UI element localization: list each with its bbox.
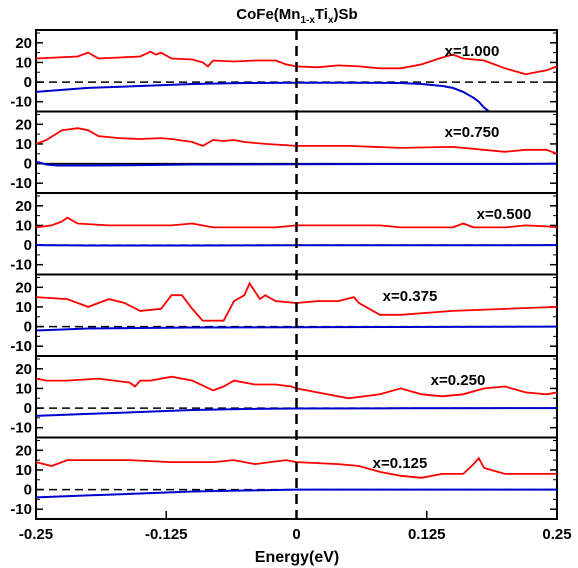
y-tick-label: -10 bbox=[10, 501, 32, 518]
red-series-line bbox=[36, 281, 557, 322]
title-end: )Sb bbox=[334, 6, 358, 23]
panel-1: -10 0 10 20 x=1.000 bbox=[10, 29, 558, 113]
y-tick-label: 0 bbox=[24, 482, 32, 499]
panel-label: x=0.750 bbox=[445, 124, 500, 141]
y-tick-label: 10 bbox=[15, 299, 32, 316]
title-main: CoFe(Mn bbox=[236, 6, 300, 23]
x-tick-label: 0.125 bbox=[408, 526, 446, 543]
y-tick-label: 20 bbox=[15, 116, 32, 133]
blue-series-line bbox=[36, 160, 557, 167]
panel-2: -10 0 10 20 x=0.750 bbox=[10, 110, 558, 194]
panel-label: x=0.375 bbox=[383, 288, 438, 305]
panel-3: -10 0 10 20 x=0.500 bbox=[10, 192, 558, 276]
panels-group: -10 0 10 20 x=1.000 -10 0 10 20 x=0.750 -10 0 10 20 x=… bbox=[10, 29, 558, 520]
y-tick-label: -10 bbox=[10, 175, 32, 192]
y-tick-label: 20 bbox=[15, 198, 32, 215]
y-tick-label: 10 bbox=[15, 380, 32, 397]
panel-6: -10 0 10 20 x=0.125 bbox=[10, 436, 558, 520]
title-sub2: x bbox=[328, 15, 334, 26]
blue-series-line bbox=[36, 488, 557, 499]
x-axis-label: Energy(eV) bbox=[255, 549, 339, 566]
red-series-line bbox=[36, 50, 557, 76]
y-tick-label: 0 bbox=[24, 74, 32, 91]
y-tick-label: 20 bbox=[15, 35, 32, 52]
panel-label: x=0.250 bbox=[431, 372, 486, 389]
red-series-line bbox=[36, 127, 557, 155]
title-mid: Ti bbox=[315, 6, 328, 23]
panel-4: -10 0 10 20 x=0.375 bbox=[10, 273, 558, 357]
x-tick-label: 0 bbox=[292, 526, 300, 543]
x-tick-label: -0.125 bbox=[145, 526, 188, 543]
blue-series-line bbox=[36, 407, 557, 417]
x-tick-label: -0.25 bbox=[19, 526, 53, 543]
y-tick-label: 10 bbox=[15, 462, 32, 479]
blue-series-line bbox=[36, 81, 490, 112]
chart-title: CoFe(Mn1-xTix)Sb bbox=[236, 6, 357, 26]
title-sub1: 1-x bbox=[300, 15, 315, 26]
panel-label: x=1.000 bbox=[445, 43, 500, 60]
panel-label: x=0.500 bbox=[477, 206, 532, 223]
panel-label: x=0.125 bbox=[373, 455, 428, 472]
y-tick-label: 20 bbox=[15, 442, 32, 459]
y-tick-label: 10 bbox=[15, 217, 32, 234]
y-tick-label: -10 bbox=[10, 257, 32, 274]
y-tick-label: 10 bbox=[15, 136, 32, 153]
y-tick-label: 10 bbox=[15, 54, 32, 71]
y-tick-label: -10 bbox=[10, 338, 32, 355]
panel-5: -10 0 10 20 x=0.250 bbox=[10, 355, 558, 439]
x-tick-label: 0.25 bbox=[542, 526, 571, 543]
y-tick-label: 0 bbox=[24, 400, 32, 417]
red-series-line bbox=[36, 456, 557, 479]
y-tick-label: 20 bbox=[15, 361, 32, 378]
y-tick-label: -10 bbox=[10, 420, 32, 437]
red-series-line bbox=[36, 216, 557, 229]
y-tick-label: 0 bbox=[24, 156, 32, 173]
panel-plot-area bbox=[36, 375, 557, 417]
y-tick-label: 0 bbox=[24, 319, 32, 336]
y-tick-label: 0 bbox=[24, 237, 32, 254]
x-tick-labels: -0.25 -0.125 0 0.125 0.25 bbox=[19, 511, 572, 543]
y-tick-label: -10 bbox=[10, 94, 32, 111]
red-series-line bbox=[36, 375, 557, 400]
y-tick-label: 20 bbox=[15, 279, 32, 296]
panel-plot-area bbox=[36, 456, 557, 499]
